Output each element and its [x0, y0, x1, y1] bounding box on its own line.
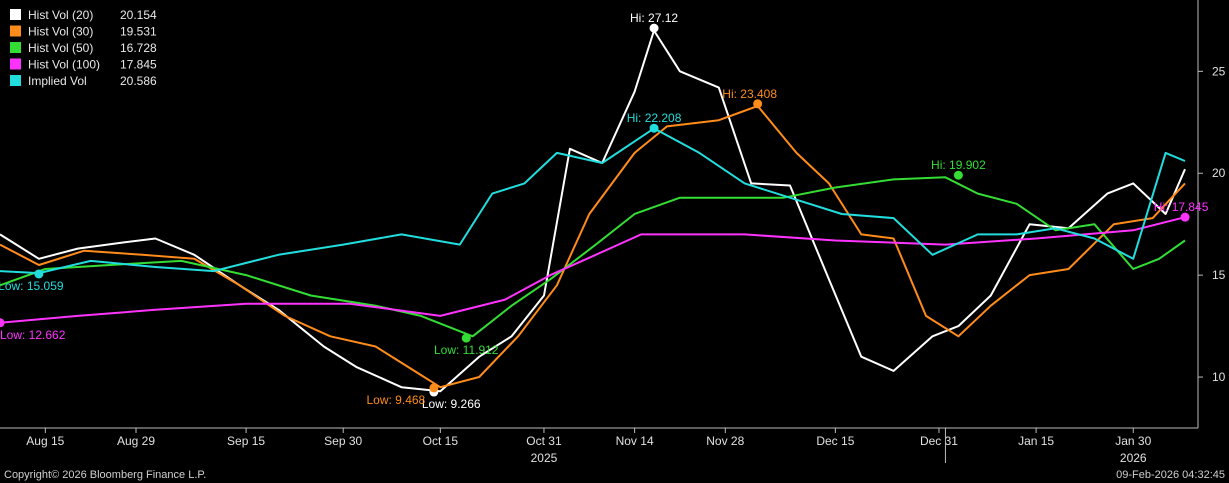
marker-label-high: Hi: 23.408	[722, 87, 777, 101]
x-tick-label: Oct 15	[423, 434, 459, 448]
y-tick-label: 25	[1212, 64, 1226, 78]
year-label: 2025	[531, 451, 558, 465]
x-tick-label: Sep 15	[227, 434, 265, 448]
legend-label: Hist Vol (100)	[28, 58, 100, 72]
legend-swatch	[10, 75, 21, 86]
legend-swatch	[10, 25, 21, 37]
marker-high	[753, 99, 763, 109]
x-tick-label: Oct 31	[526, 434, 562, 448]
y-tick-label: 10	[1212, 370, 1226, 384]
legend-label: Implied Vol	[28, 74, 87, 88]
legend-value: 17.845	[120, 58, 157, 72]
marker-label-high: Hi: 27.12	[630, 11, 678, 25]
series-line	[0, 105, 1186, 389]
marker-high	[649, 23, 659, 33]
legend-value: 20.586	[120, 74, 157, 88]
hi-low-markers: Low: 9.266 Hi: 27.12 Low: 9.468 Hi: 23.408 L…	[0, 11, 1209, 411]
x-tick-label: Sep 30	[324, 434, 362, 448]
y-tick-label: 20	[1212, 166, 1226, 180]
legend-swatch	[10, 42, 21, 53]
legend-swatch	[10, 58, 21, 70]
marker-label-low: Low: 12.662	[0, 328, 66, 342]
legend-value: 20.154	[120, 8, 157, 22]
marker-label-high: Hi: 22.208	[627, 111, 682, 125]
marker-label-low: Low: 9.266	[422, 397, 481, 411]
x-tick-label: Dec 31	[920, 434, 958, 448]
copyright-text: Copyright© 2026 Bloomberg Finance L.P.	[4, 469, 206, 481]
legend-value: 19.531	[120, 25, 157, 39]
x-tick-label: Aug 29	[117, 434, 155, 448]
legend-label: Hist Vol (50)	[28, 41, 93, 55]
marker-label-high: Hi: 19.902	[931, 158, 986, 172]
x-tick-label: Dec 15	[816, 434, 854, 448]
marker-low	[461, 333, 471, 343]
marker-label-low: Low: 11.912	[434, 343, 499, 357]
legend: Hist Vol (20) 20.154 Hist Vol (30) 19.531 Hi…	[2, 4, 166, 95]
year-label: 2026	[1120, 451, 1147, 465]
series-line	[0, 216, 1186, 324]
legend-swatch	[10, 9, 21, 20]
series-line	[0, 29, 1186, 393]
marker-high	[953, 170, 963, 180]
x-tick-label: Jan 15	[1018, 434, 1054, 448]
y-tick-label: 15	[1212, 268, 1226, 282]
x-tick-label: Aug 15	[26, 434, 64, 448]
legend-label: Hist Vol (20)	[28, 8, 93, 22]
marker-label-low: Low: 15.059	[0, 279, 64, 293]
marker-low	[429, 383, 439, 393]
marker-high	[649, 123, 659, 133]
marker-low	[34, 269, 44, 279]
marker-label-high: Hi: 17.845	[1154, 200, 1209, 214]
legend-label: Hist Vol (30)	[28, 25, 93, 39]
series-line	[0, 176, 1186, 338]
marker-high	[1180, 212, 1190, 222]
timestamp-text: 09-Feb-2026 04:32:45	[1116, 469, 1225, 481]
x-tick-label: Jan 30	[1115, 434, 1151, 448]
marker-label-low: Low: 9.468	[367, 393, 426, 407]
marker-low	[0, 318, 5, 328]
legend-value: 16.728	[120, 41, 157, 55]
legend-box	[2, 4, 166, 95]
x-tick-label: Nov 14	[616, 434, 654, 448]
x-tick-label: Nov 28	[706, 434, 744, 448]
